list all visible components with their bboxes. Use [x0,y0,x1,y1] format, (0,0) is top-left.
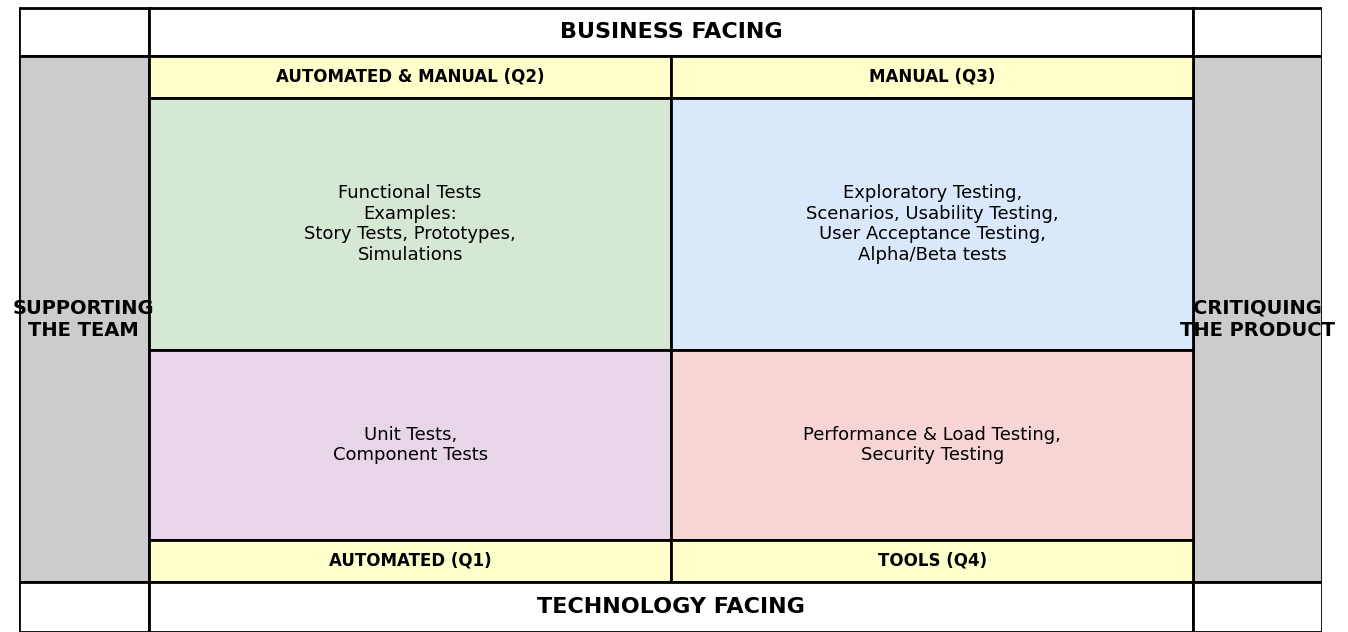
Text: Performance & Load Testing,
Security Testing: Performance & Load Testing, Security Tes… [803,425,1061,465]
Text: AUTOMATED & MANUAL (Q2): AUTOMATED & MANUAL (Q2) [276,68,545,86]
Text: Unit Tests,
Component Tests: Unit Tests, Component Tests [333,425,488,465]
Text: TOOLS (Q4): TOOLS (Q4) [878,552,987,570]
Bar [150,350,671,540]
Bar [1193,8,1322,56]
Text: SUPPORTING
THE TEAM: SUPPORTING THE TEAM [13,298,155,339]
Bar [671,350,1193,540]
Bar [19,56,150,582]
Bar [150,8,1193,56]
Bar [150,582,1193,632]
Bar [671,56,1193,98]
Bar [671,98,1193,350]
Bar [150,540,671,582]
Bar [1193,56,1322,582]
Bar [19,582,150,632]
Text: AUTOMATED (Q1): AUTOMATED (Q1) [329,552,492,570]
Bar [671,540,1193,582]
Text: CRITIQUING
THE PRODUCT: CRITIQUING THE PRODUCT [1181,298,1336,339]
Text: TECHNOLOGY FACING: TECHNOLOGY FACING [538,597,805,617]
Text: Exploratory Testing,
Scenarios, Usability Testing,
User Acceptance Testing,
Alph: Exploratory Testing, Scenarios, Usabilit… [806,184,1058,264]
Text: MANUAL (Q3): MANUAL (Q3) [869,68,996,86]
Bar [1193,582,1322,632]
Bar [19,8,150,56]
Text: Functional Tests
Examples:
Story Tests, Prototypes,
Simulations: Functional Tests Examples: Story Tests, … [305,184,516,264]
Bar [150,98,671,350]
Bar [150,56,671,98]
Text: BUSINESS FACING: BUSINESS FACING [559,22,783,42]
